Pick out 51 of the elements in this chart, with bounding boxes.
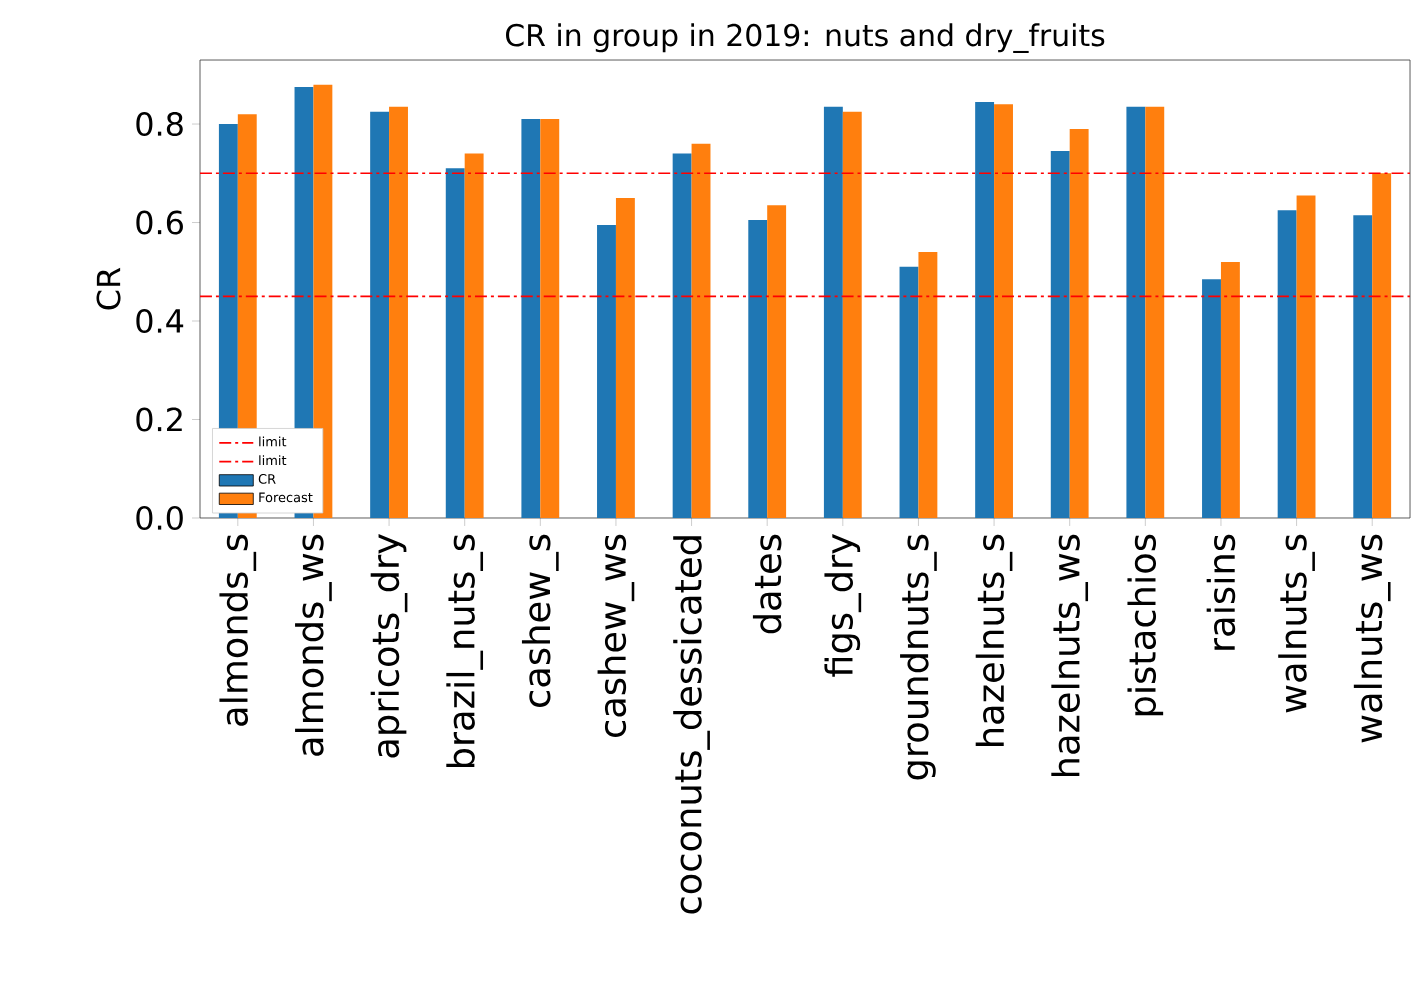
x-tick-label: groundnuts_s <box>900 534 937 780</box>
bar <box>842 111 862 518</box>
bar <box>615 197 635 518</box>
bar <box>1050 151 1070 518</box>
x-tick-label: hazelnuts_s <box>975 534 1013 746</box>
x-tick-label: apricots_dry <box>370 534 408 758</box>
bar <box>823 106 843 518</box>
chart-title: CR in group in 2019: nuts and dry_fruits <box>506 23 1105 54</box>
bar <box>1069 128 1089 518</box>
x-tick-label: almonds_ws <box>295 534 332 756</box>
x-tick-label: cashew_ws <box>597 534 635 738</box>
y-tick-label: 0.2 <box>136 407 182 432</box>
bar <box>1372 173 1392 518</box>
y-axis-title: CR <box>96 267 121 310</box>
x-tick-label: coconuts_dessicated <box>673 536 710 914</box>
bar <box>1353 215 1373 518</box>
x-tick-label: pistachios <box>1127 534 1164 716</box>
bar <box>975 101 995 518</box>
x-tick-label: almonds_s <box>219 534 257 726</box>
bar <box>540 119 560 518</box>
bar <box>370 111 390 518</box>
bar <box>389 106 408 518</box>
bar <box>445 168 465 518</box>
x-tick-label: figs_dry <box>824 534 862 677</box>
bar <box>899 266 919 518</box>
bar <box>1145 106 1165 518</box>
bar <box>1126 106 1146 518</box>
bar <box>597 224 616 518</box>
x-tick-label: dates <box>752 534 782 634</box>
x-tick-label: raisins <box>1206 534 1236 650</box>
bar <box>691 143 711 518</box>
bar <box>672 153 692 518</box>
x-tick-label: cashew_s <box>521 534 559 707</box>
bar <box>748 220 768 518</box>
bar <box>1202 279 1221 518</box>
bar <box>1277 210 1297 518</box>
x-tick-label: walnuts_s <box>1278 534 1315 713</box>
x-tick-label: brazil_nuts_s <box>446 534 484 768</box>
y-tick-label: 0.4 <box>136 308 184 334</box>
y-tick-label: 0.6 <box>136 210 183 235</box>
bar <box>767 205 787 518</box>
bar <box>1220 261 1240 518</box>
y-tick-label: 0.8 <box>136 111 183 137</box>
bar <box>521 119 541 518</box>
bar <box>918 252 938 518</box>
bar <box>994 104 1013 518</box>
bar <box>1296 195 1316 518</box>
bar <box>464 153 484 518</box>
y-tick-label: 0.0 <box>136 505 183 531</box>
x-tick-label: walnuts_ws <box>1353 534 1391 743</box>
x-tick-label: hazelnuts_ws <box>1051 534 1089 777</box>
